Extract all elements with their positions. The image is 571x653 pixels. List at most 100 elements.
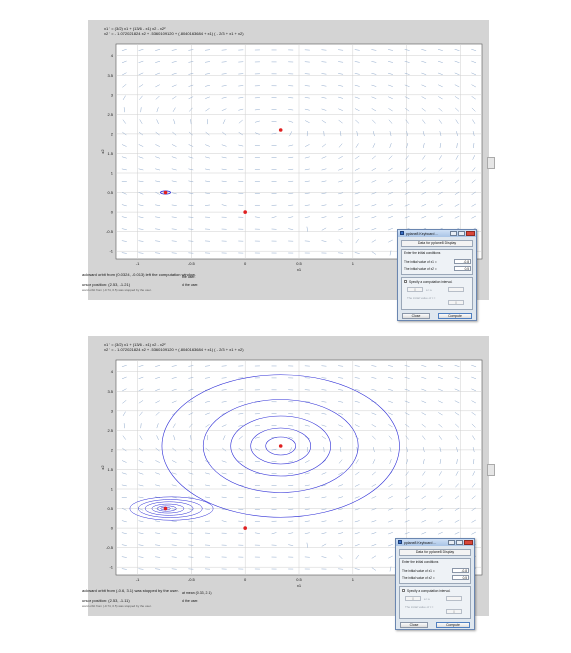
field-arrow bbox=[188, 389, 194, 391]
side-scroll-button[interactable] bbox=[487, 157, 495, 169]
field-arrow bbox=[471, 495, 476, 500]
x2-initial-input[interactable]: 0.5 bbox=[454, 266, 471, 271]
status-message-overlap: ward orbit from (-0.74, 0.5) was stopped… bbox=[82, 288, 152, 292]
x-tick-label: 0.5 bbox=[296, 261, 302, 266]
field-arrow bbox=[404, 495, 410, 499]
field-arrow bbox=[354, 377, 360, 379]
field-arrow bbox=[371, 532, 377, 535]
field-arrow bbox=[355, 119, 360, 124]
field-arrow bbox=[421, 365, 427, 367]
compute-button[interactable]: Compute bbox=[436, 622, 470, 628]
field-arrow bbox=[338, 227, 344, 231]
matlab-icon bbox=[400, 231, 404, 235]
close-button[interactable]: Close bbox=[402, 313, 430, 319]
maximize-button[interactable] bbox=[456, 540, 463, 545]
side-scroll-button[interactable] bbox=[487, 464, 495, 476]
field-arrow bbox=[371, 520, 377, 523]
interval-to-input[interactable] bbox=[448, 287, 464, 292]
field-arrow bbox=[438, 483, 443, 488]
field-arrow bbox=[304, 508, 310, 510]
close-window-button[interactable] bbox=[466, 231, 475, 236]
dialog-title: pplane8 Keyboard ... bbox=[406, 231, 439, 236]
field-arrow bbox=[288, 228, 294, 230]
field-arrow bbox=[437, 365, 443, 367]
field-arrow bbox=[388, 424, 393, 428]
field-arrow bbox=[338, 555, 343, 559]
field-arrow bbox=[354, 544, 360, 547]
minimize-button[interactable] bbox=[448, 540, 455, 545]
field-arrow bbox=[371, 508, 377, 511]
dialog-titlebar[interactable]: pplane8 Keyboard ... bbox=[396, 539, 474, 546]
field-arrow bbox=[304, 156, 310, 159]
field-arrow bbox=[438, 155, 442, 160]
limit-cycle-orbit bbox=[151, 503, 185, 514]
field-arrow bbox=[221, 520, 227, 523]
status-message: ackward orbit from (0.0324, -0.013) left… bbox=[82, 272, 196, 277]
field-arrow bbox=[306, 226, 308, 232]
status-overlay: d the user. bbox=[182, 599, 198, 603]
interval-from-input[interactable]: 0 bbox=[407, 287, 423, 292]
interval-checkbox[interactable] bbox=[404, 280, 407, 283]
field-arrow bbox=[304, 85, 310, 87]
field-arrow bbox=[138, 240, 144, 242]
t-initial-input[interactable]: 0 bbox=[446, 609, 462, 614]
field-arrow bbox=[356, 131, 358, 137]
field-arrow bbox=[371, 555, 377, 559]
t-initial-input[interactable]: 0 bbox=[448, 300, 464, 305]
field-arrow bbox=[354, 180, 360, 183]
field-arrow bbox=[205, 412, 210, 415]
cursor-position: ursor position: (2.53, -1.11) bbox=[82, 598, 130, 603]
field-arrow bbox=[355, 554, 359, 560]
field-arrow bbox=[188, 180, 194, 183]
field-arrow bbox=[304, 496, 310, 499]
field-arrow bbox=[454, 84, 460, 88]
minimize-button[interactable] bbox=[450, 231, 457, 236]
close-window-button[interactable] bbox=[464, 540, 473, 545]
field-arrow bbox=[388, 167, 393, 172]
field-arrow bbox=[471, 388, 477, 392]
field-arrow bbox=[171, 192, 177, 195]
field-arrow bbox=[437, 376, 443, 379]
field-arrow bbox=[121, 252, 127, 254]
field-arrow bbox=[171, 49, 177, 51]
x1-initial-input[interactable]: -0.8 bbox=[454, 259, 471, 264]
field-arrow bbox=[121, 168, 127, 171]
field-arrow bbox=[288, 544, 294, 546]
field-arrow bbox=[121, 216, 127, 218]
field-arrow bbox=[155, 411, 160, 416]
x1-label: The initial value of x1 = bbox=[402, 569, 435, 573]
interval-to-input[interactable] bbox=[446, 596, 462, 601]
field-arrow bbox=[190, 435, 192, 441]
field-arrow bbox=[405, 435, 409, 440]
field-arrow bbox=[404, 84, 410, 87]
keyboard-input-dialog: pplane8 Keyboard ... Data for pplane8 Di… bbox=[395, 538, 475, 630]
close-button[interactable]: Close bbox=[400, 622, 428, 628]
field-arrow bbox=[471, 531, 477, 535]
field-arrow bbox=[304, 108, 310, 111]
phase-plane-plot-1[interactable]: -1-0.500.511.5243.532.521.510.50-0.5-1x1… bbox=[88, 20, 489, 300]
field-arrow bbox=[338, 143, 343, 148]
dialog-titlebar[interactable]: pplane8 Keyboard ... bbox=[398, 230, 476, 237]
field-arrow bbox=[388, 216, 393, 219]
field-arrow bbox=[321, 180, 327, 183]
field-arrow bbox=[206, 119, 209, 125]
field-arrow bbox=[204, 73, 211, 75]
field-arrow bbox=[338, 108, 343, 111]
keyboard-input-dialog: pplane8 Keyboard ... Data for pplane8 Di… bbox=[397, 229, 477, 321]
field-arrow bbox=[204, 49, 211, 51]
field-arrow bbox=[438, 471, 442, 476]
field-arrow bbox=[321, 61, 327, 63]
maximize-button[interactable] bbox=[458, 231, 465, 236]
field-arrow bbox=[306, 542, 308, 548]
field-arrow bbox=[471, 376, 477, 380]
compute-button[interactable]: Compute bbox=[438, 313, 472, 319]
x1-initial-input[interactable]: -0.8 bbox=[452, 568, 469, 573]
equilibrium-point bbox=[163, 506, 168, 511]
field-arrow bbox=[354, 520, 360, 523]
interval-from-input[interactable]: 0 bbox=[405, 596, 421, 601]
field-arrow bbox=[389, 250, 392, 256]
interval-checkbox[interactable] bbox=[402, 589, 405, 592]
x2-initial-input[interactable]: 0.5 bbox=[452, 575, 469, 580]
field-arrow bbox=[421, 519, 427, 523]
field-arrow bbox=[455, 471, 459, 476]
